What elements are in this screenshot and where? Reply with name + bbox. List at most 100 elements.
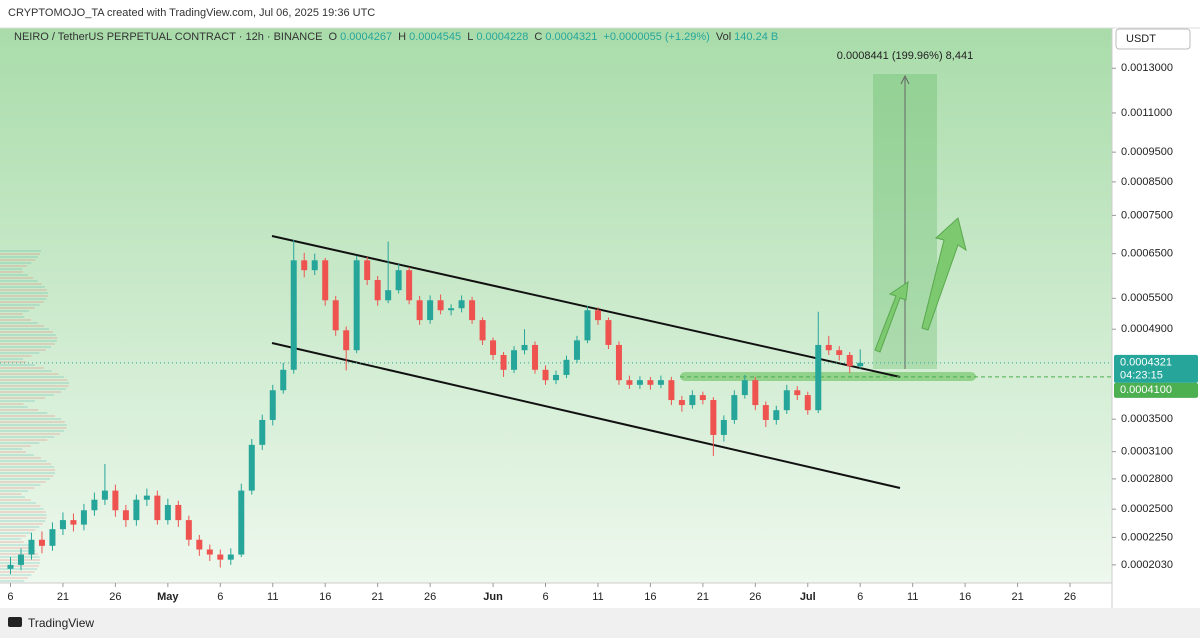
candle-body [112,490,119,511]
profile-bar [0,532,31,534]
channel-upper [271,235,901,378]
profile-bar [0,250,42,252]
x-tick-label: 6 [217,591,223,603]
candle-body [406,270,413,301]
profile-bar [0,529,36,531]
y-tick-label: 0.0002800 [1121,473,1173,485]
x-tick-label: 11 [907,591,918,603]
candle-body [563,359,570,375]
candle-body [301,260,308,271]
profile-bar [0,292,48,294]
plot-background [0,28,1112,583]
symbol: NEIRO / TetherUS PERPETUAL CONTRACT · 12… [14,31,323,43]
y-tick-label: 0.0002500 [1121,503,1173,515]
candle-body [343,330,350,351]
projection-arrow [874,280,909,353]
candle-body [689,395,696,406]
currency-label[interactable]: USDT [1126,33,1156,45]
currency-button[interactable] [1115,28,1191,50]
footer: TradingView [0,608,1200,638]
legend: NEIRO / TetherUS PERPETUAL CONTRACT · 12… [14,31,781,43]
profile-bar [0,478,51,480]
candle-body [783,390,790,411]
y-tick-label: 0.0008500 [1121,176,1173,188]
profile-bar [0,424,67,426]
candle-body [248,444,255,491]
candle-body [657,380,664,385]
candle-body [815,344,822,411]
x-tick-label: 21 [697,591,709,603]
candle-body [206,549,213,555]
candle-body [479,320,486,341]
last-price-label: 0.0004321 [1120,357,1172,369]
candle-body [175,504,182,521]
candle-body [605,320,612,345]
candle-body [594,310,601,321]
profile-bar [0,565,39,567]
x-tick-label: 6 [542,591,548,603]
candle-body [553,374,559,381]
value: 0.0004267 [340,31,393,43]
profile-bar [0,334,56,336]
profile-bar [0,277,34,279]
label: H [398,31,407,43]
candle-body [49,529,56,546]
profile-bar [0,493,22,495]
y-tick-label: 0.0007500 [1121,209,1173,221]
x-tick-label: 21 [57,591,69,603]
candle-body [490,340,497,355]
x-tick-label: 6 [857,591,863,603]
candle-body [311,260,318,271]
profile-bar [0,289,47,291]
profile-bar [0,310,29,312]
profile-bar [0,487,35,489]
profile-bar [0,526,40,528]
profile-bar [0,466,54,468]
profile-bar [0,364,35,366]
candle-body [678,400,685,406]
profile-bar [0,352,40,354]
profile-bar [0,568,37,570]
label: Vol [715,31,732,43]
candle-body [17,554,24,565]
candle-body [143,495,150,500]
profile-bar [0,451,27,453]
candle-body [626,380,633,385]
profile-bar [0,376,64,378]
profile-bar [0,370,52,372]
profile-bar [0,298,47,300]
profile-bar [0,448,23,450]
profile-bar [0,295,48,297]
profile-bar [0,496,25,498]
candle-body [353,260,360,351]
value: 0.0004545 [409,31,462,43]
x-tick-label: May [157,591,179,603]
candle-body [615,344,622,381]
x-tick-label: 21 [372,591,384,603]
candle-body [91,499,98,511]
candle-body [647,380,654,385]
candle-body [636,380,643,385]
profile-bar [0,385,69,387]
y-tick-label: 0.0002250 [1121,531,1173,543]
candle-body [804,395,811,411]
measure-label: 0.0008441 (199.96%) 8,441 [837,50,973,62]
candle-body [59,520,66,530]
profile-bar [0,358,24,360]
value: 140.24 B [734,31,779,43]
y-tick-label: 0.0009500 [1121,146,1173,158]
profile-bar [0,574,32,576]
candle-body [227,554,234,560]
profile-bar [0,553,38,555]
profile-bar [0,577,28,579]
y-tick-label: 0.0002030 [1121,559,1173,571]
author-line: CRYPTOMOJO_TA created with TradingView.c… [8,7,376,19]
projection-arrow [921,217,967,331]
profile-bar [0,337,58,339]
channel-lower [271,342,901,489]
profile-bar [0,283,42,285]
candle-body [825,344,832,351]
level-box [1114,382,1198,398]
x-tick-label: 26 [749,591,761,603]
profile-bar [0,469,56,471]
